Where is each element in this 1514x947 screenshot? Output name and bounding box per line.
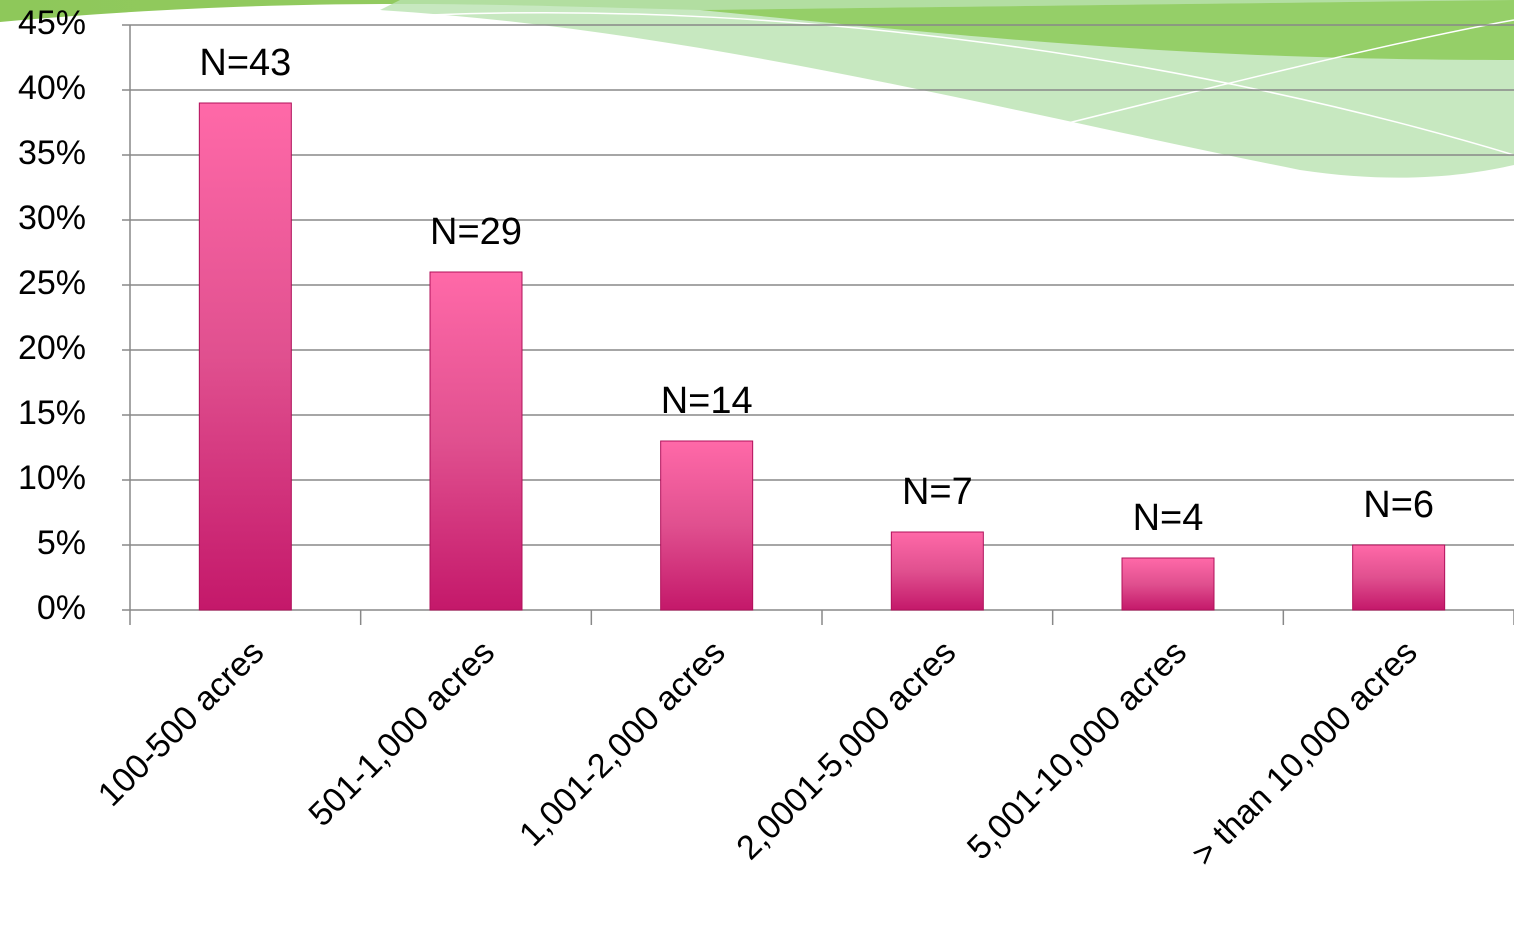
x-tick-label: 5,001-10,000 acres: [960, 633, 1194, 867]
x-tick-label: 501-1,000 acres: [301, 633, 502, 834]
y-tick-label: 40%: [18, 69, 86, 107]
bar: [429, 271, 523, 611]
bar: [660, 440, 754, 611]
y-tick-label: 5%: [37, 524, 86, 562]
bar-label: N=4: [1133, 497, 1204, 539]
x-tick-label: 100-500 acres: [91, 633, 272, 814]
y-tick-label: 25%: [18, 264, 86, 302]
y-tick-label: 45%: [18, 4, 86, 42]
bar: [890, 531, 984, 611]
bar-label: N=43: [199, 42, 291, 84]
x-tick-label: 2,0001-5,000 acres: [729, 633, 963, 867]
y-tick-label: 35%: [18, 134, 86, 172]
x-tick-label: 1,001-2,000 acres: [512, 633, 733, 854]
bar: [1121, 557, 1215, 611]
y-tick-label: 15%: [18, 394, 86, 432]
bar-label: N=6: [1363, 484, 1434, 526]
y-tick-label: 0%: [37, 589, 86, 627]
y-tick-label: 20%: [18, 329, 86, 367]
bar: [198, 102, 292, 611]
y-tick-label: 30%: [18, 199, 86, 237]
bar-label: N=14: [661, 380, 753, 422]
bar: [1352, 544, 1446, 611]
x-tick-label: > than 10,000 acres: [1185, 633, 1425, 873]
bar-label: N=29: [430, 211, 522, 253]
decoration: [0, 0, 1514, 178]
y-tick-label: 10%: [18, 459, 86, 497]
bar-label: N=7: [902, 471, 973, 513]
